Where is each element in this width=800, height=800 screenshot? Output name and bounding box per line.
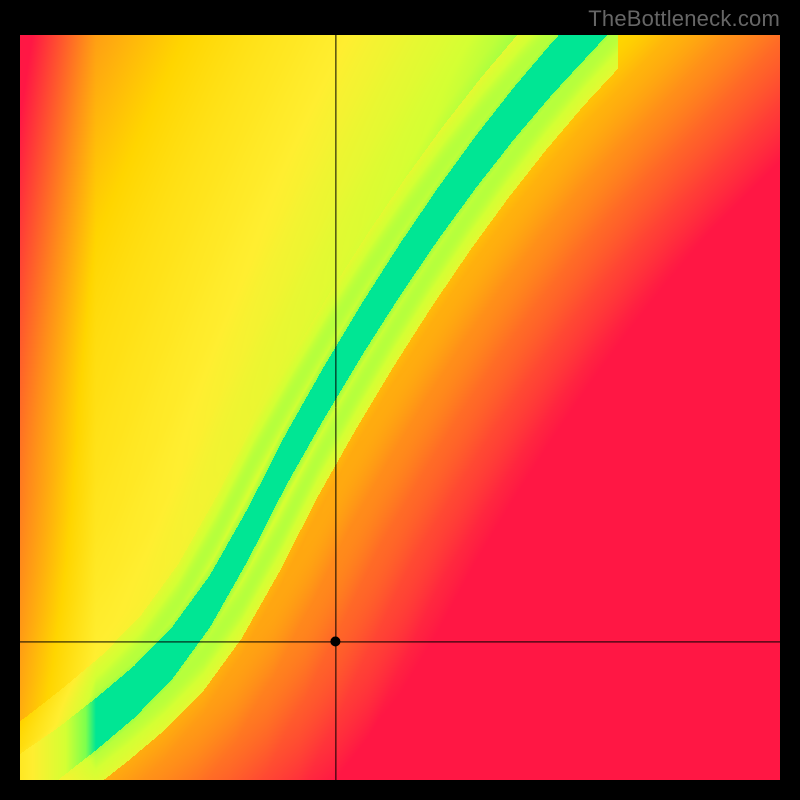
watermark-text: TheBottleneck.com [588, 6, 780, 32]
chart-container: TheBottleneck.com [0, 0, 800, 800]
heatmap-canvas [20, 35, 780, 780]
heatmap-plot [20, 35, 780, 780]
